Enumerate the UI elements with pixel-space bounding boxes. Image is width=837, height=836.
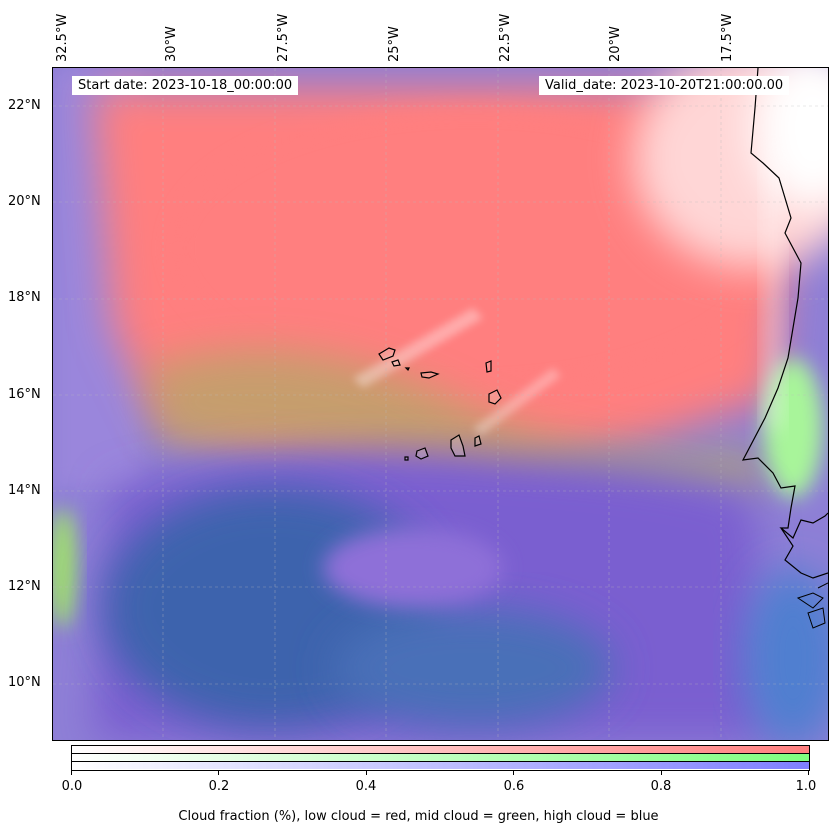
cape-verde-islands bbox=[378, 347, 502, 461]
island-santiago bbox=[450, 434, 466, 457]
lon-label-22-5w: 22.5°W bbox=[498, 13, 513, 62]
cloud-fraction-map bbox=[52, 67, 829, 741]
lat-label-16n: 16°N bbox=[8, 387, 41, 402]
island-santo-antao bbox=[378, 347, 396, 361]
colorbar-tick-3 bbox=[513, 770, 514, 775]
start-date-label: Start date: 2023-10-18_00:00:00 bbox=[72, 76, 299, 95]
lat-label-22n: 22°N bbox=[8, 98, 41, 113]
colorbar-label: Cloud fraction (%), low cloud = red, mid… bbox=[178, 809, 659, 824]
lat-label-20n: 20°N bbox=[8, 194, 41, 209]
cloud-streak-1 bbox=[353, 308, 483, 388]
island-brava bbox=[404, 456, 409, 461]
cloud-streak-coast bbox=[763, 148, 783, 428]
cloud-streak-2 bbox=[473, 368, 561, 436]
bissagos-islands bbox=[796, 582, 828, 629]
colorbar-tick-1 bbox=[218, 770, 219, 775]
deep-convection-south bbox=[333, 608, 613, 728]
colorbar-tick-label-4: 0.8 bbox=[650, 779, 672, 794]
high-cloud-coast-south bbox=[743, 568, 828, 740]
lat-label-14n: 14°N bbox=[8, 483, 41, 498]
lon-label-32-5w: 32.5°W bbox=[55, 13, 70, 62]
lon-label-27-5w: 27.5°W bbox=[276, 13, 291, 62]
colorbar-high-cloud bbox=[72, 762, 809, 769]
high-cloud-streak bbox=[323, 528, 503, 608]
mid-cloud-left-edge bbox=[53, 508, 78, 628]
lon-label-20w: 20°W bbox=[608, 26, 623, 62]
island-sao-vicente bbox=[391, 359, 401, 367]
map-canvas bbox=[53, 68, 828, 740]
valid-date-label: Valid_date: 2023-10-20T21:00:00.00 bbox=[539, 76, 790, 95]
lon-label-17-5w: 17.5°W bbox=[720, 13, 735, 62]
lon-label-25w: 25°W bbox=[387, 26, 402, 62]
colorbar-tick-label-3: 0.6 bbox=[503, 779, 525, 794]
island-maio bbox=[474, 435, 482, 447]
lat-label-12n: 12°N bbox=[8, 579, 41, 594]
graticule bbox=[53, 68, 828, 740]
colorbar-tick-4 bbox=[661, 770, 662, 775]
colorbar-mid-cloud bbox=[72, 754, 809, 762]
mid-cloud-band bbox=[143, 350, 773, 496]
colorbar-tick-0 bbox=[71, 770, 72, 775]
low-cloud-core bbox=[173, 108, 773, 388]
lat-label-18n: 18°N bbox=[8, 290, 41, 305]
colorbar-low-cloud bbox=[72, 746, 809, 754]
colorbar-tick-label-5: 1.0 bbox=[795, 779, 817, 794]
lon-label-30w: 30°W bbox=[164, 26, 179, 62]
island-santa-luzia bbox=[404, 367, 410, 372]
colorbar-tick-2 bbox=[366, 770, 367, 775]
colorbar-tick-label-1: 0.2 bbox=[208, 779, 230, 794]
island-fogo bbox=[415, 447, 429, 460]
colorbar-tick-label-0: 0.0 bbox=[61, 779, 83, 794]
colorbar-tick-5 bbox=[808, 770, 809, 775]
island-sao-nicolau bbox=[420, 371, 440, 379]
island-boa-vista bbox=[488, 389, 502, 405]
lat-label-10n: 10°N bbox=[8, 675, 41, 690]
colorbar bbox=[71, 745, 810, 771]
colorbar-tick-label-2: 0.4 bbox=[355, 779, 377, 794]
guinea-coastline bbox=[780, 527, 828, 579]
africa-coastline bbox=[741, 68, 828, 539]
island-sal bbox=[485, 360, 492, 373]
